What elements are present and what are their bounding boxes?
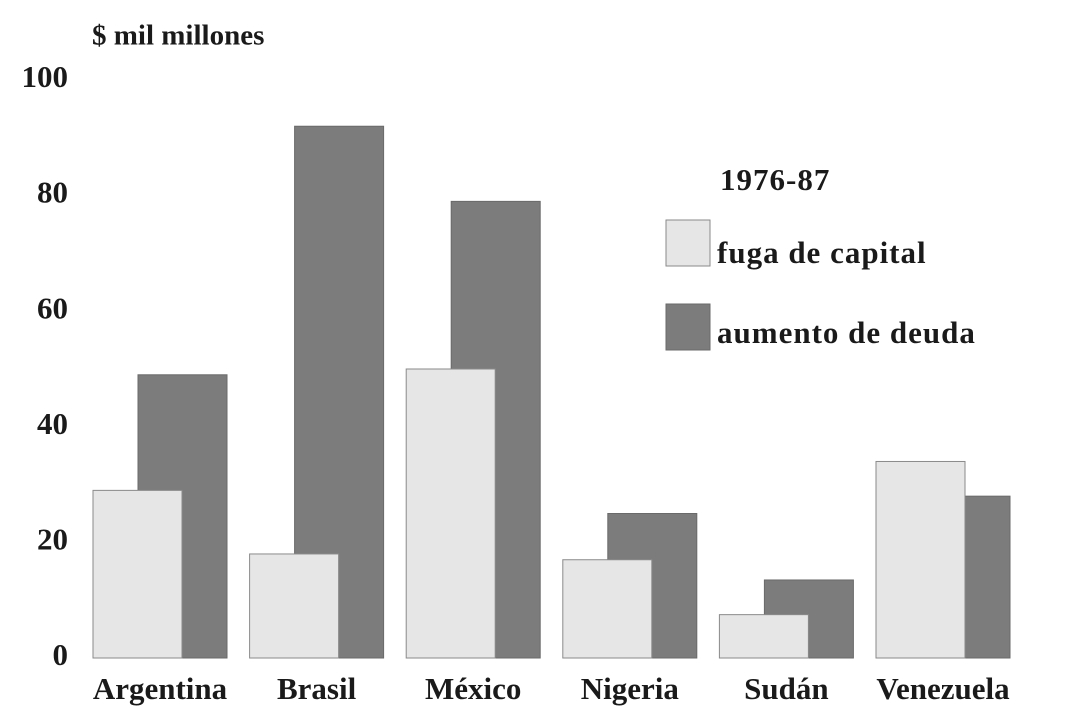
bar <box>718 614 809 659</box>
legend-swatch <box>665 303 711 351</box>
y-axis-label: $ mil millones <box>92 20 264 52</box>
y-tick-label: 20 <box>37 522 68 557</box>
x-tick-label: México <box>425 671 521 706</box>
y-tick-label: 0 <box>53 637 69 672</box>
bar <box>875 460 966 659</box>
bar <box>405 368 496 659</box>
bar <box>562 559 653 659</box>
y-tick-label: 80 <box>37 175 68 210</box>
x-tick-label: Argentina <box>93 671 228 706</box>
bar <box>249 553 340 659</box>
y-tick-label: 100 <box>22 59 69 94</box>
legend-title: 1976-87 <box>720 162 830 197</box>
y-tick-label: 60 <box>37 290 68 325</box>
bar <box>92 489 183 659</box>
legend-label: aumento de deuda <box>717 315 976 350</box>
legend-swatch <box>665 219 711 267</box>
legend-label: fuga de capital <box>717 235 927 270</box>
x-tick-label: Brasil <box>277 671 357 706</box>
x-tick-label: Sudán <box>744 671 828 706</box>
y-tick-label: 40 <box>37 406 68 441</box>
x-tick-label: Venezuela <box>876 671 1010 706</box>
x-tick-label: Nigeria <box>581 671 680 706</box>
